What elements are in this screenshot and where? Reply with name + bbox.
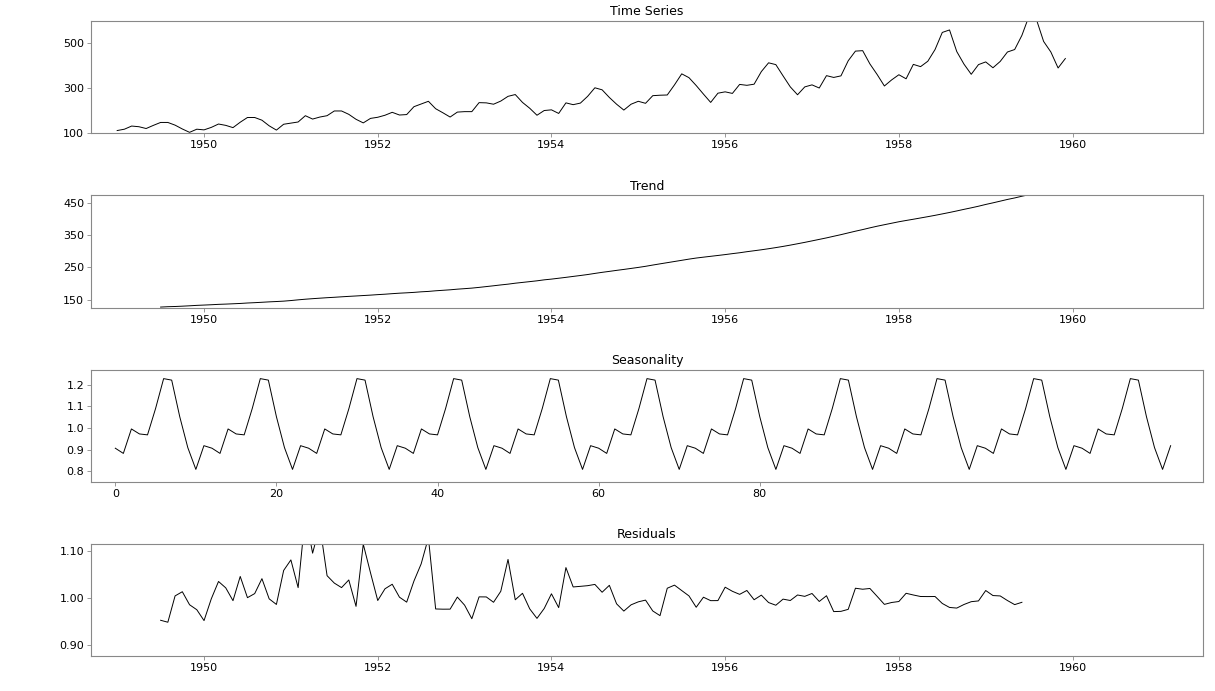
- Title: Time Series: Time Series: [610, 5, 684, 18]
- Title: Residuals: Residuals: [617, 529, 677, 541]
- Title: Seasonality: Seasonality: [611, 354, 683, 367]
- Title: Trend: Trend: [629, 180, 665, 193]
